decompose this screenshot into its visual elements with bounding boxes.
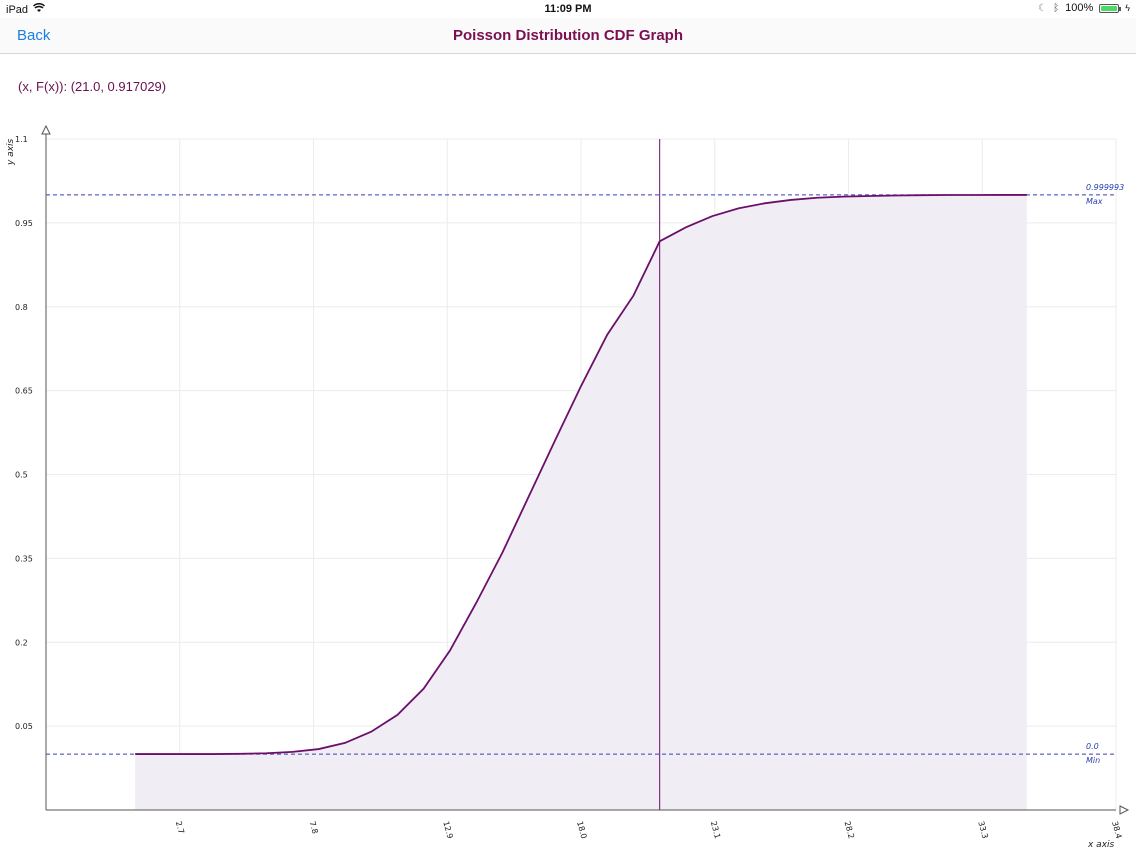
- x-tick-label: 33.3: [976, 820, 989, 840]
- min-label: Min: [1086, 756, 1100, 765]
- y-axis-title: y axis: [6, 138, 16, 166]
- x-tick-label: 18.0: [575, 820, 588, 840]
- status-bar: iPad 11:09 PM ☾ ᛒ 100% ϟ: [0, 0, 1136, 18]
- battery-icon: [1099, 3, 1122, 13]
- navigation-bar: Back Poisson Distribution CDF Graph: [0, 18, 1136, 54]
- cdf-area: [135, 194, 1027, 810]
- y-tick-label: 0.05: [15, 722, 33, 731]
- charging-icon: ϟ: [1125, 3, 1130, 13]
- status-right: ☾ ᛒ 100% ϟ: [1038, 2, 1130, 14]
- max-value-label: 0.999993: [1086, 183, 1124, 192]
- x-axis-title: x axis: [1087, 840, 1115, 850]
- x-tick-label: 2.7: [174, 820, 186, 835]
- cdf-line: [135, 194, 1027, 755]
- y-tick-label: 0.65: [15, 387, 33, 396]
- x-tick-label: 38.4: [1110, 820, 1123, 840]
- battery-fill: [1101, 5, 1118, 11]
- y-tick-label: 0.2: [15, 638, 28, 647]
- cdf-chart[interactable]: 0.999993 Max 0.0 Min 2.7 7.8 12.9 18.0 23.1 28.2 3…: [0, 120, 1136, 852]
- y-tick-label: 1.1: [15, 135, 28, 144]
- back-button[interactable]: Back: [17, 27, 51, 44]
- status-left: iPad: [6, 3, 46, 16]
- y-tick-label: 0.35: [15, 554, 33, 563]
- y-axis-arrow: [41, 124, 51, 135]
- status-time: 11:09 PM: [544, 3, 592, 15]
- coordinate-readout: (x, F(x)): (21.0, 0.917029): [18, 79, 167, 94]
- wifi-icon: [33, 3, 46, 16]
- y-tick-label: 0.95: [15, 219, 33, 228]
- max-label: Max: [1086, 197, 1103, 206]
- device-label: iPad: [6, 3, 29, 16]
- x-axis-arrow: [1119, 805, 1130, 815]
- x-tick-label: 7.8: [308, 820, 320, 835]
- y-tick-label: 0.8: [15, 303, 28, 312]
- min-value-label: 0.0: [1086, 742, 1099, 751]
- x-tick-label: 23.1: [709, 820, 722, 840]
- bluetooth-icon: ᛒ: [1053, 2, 1060, 14]
- x-tick-label: 12.9: [441, 820, 454, 840]
- moon-icon: ☾: [1038, 2, 1048, 14]
- page-title: Poisson Distribution CDF Graph: [452, 27, 683, 44]
- battery-percent: 100%: [1065, 2, 1094, 14]
- y-tick-label: 0.5: [15, 471, 28, 480]
- x-tick-label: 28.2: [843, 820, 856, 840]
